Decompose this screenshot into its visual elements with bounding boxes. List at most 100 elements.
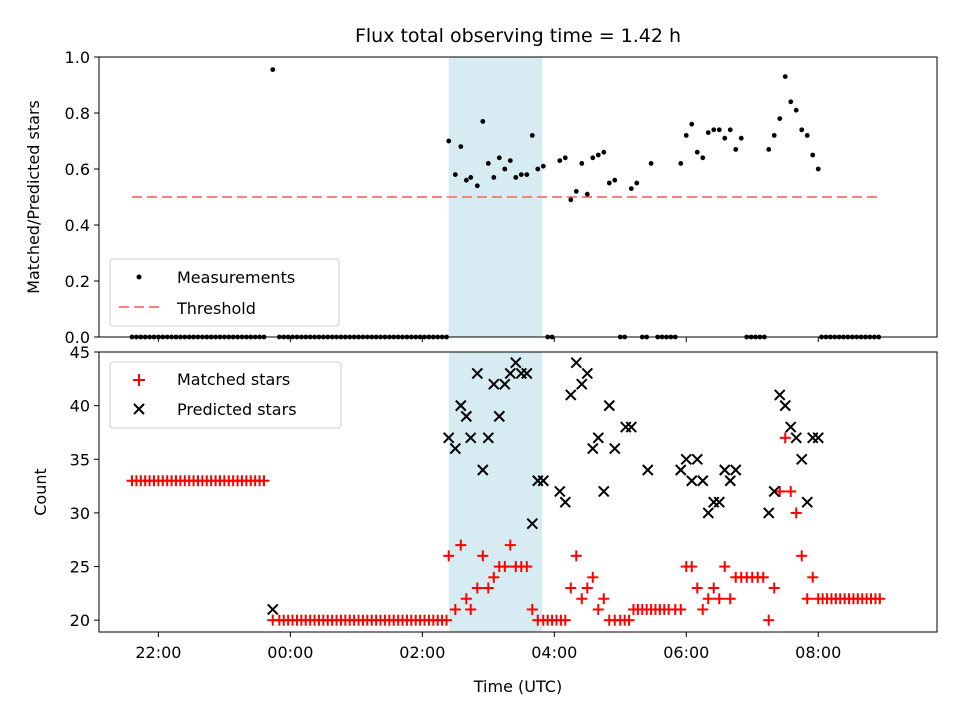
predicted-star-point [768,485,780,498]
bottom-y-tick-label: 35 [70,450,90,469]
matched-star-point [702,593,714,605]
top-y-tick-label: 1.0 [65,48,90,67]
matched-star-point [460,593,472,605]
matched-star-point [504,539,516,551]
top-panel: 0.0 0.2 0.4 0.6 0.8 1.0 Matched/Predicted sta… [24,48,938,347]
predicted-star-point [675,464,687,476]
measurement-point [700,155,706,161]
predicted-star-point [449,442,462,455]
measurement-point [705,130,711,136]
measurement-point [601,149,607,155]
bottom-x-ticks: 22:00 00:00 02:00 04:00 06:00 08:00 [135,632,841,662]
top-legend: Measurements Threshold [109,258,340,327]
matched-star-point [675,603,687,615]
predicted-star-point [477,464,489,476]
predicted-star-point [719,464,731,476]
predicted-star-point [686,475,698,487]
top-legend-label-0: Measurements [177,268,295,287]
matched-star-point [565,582,577,594]
measurement-point [788,99,794,105]
matched-star-point [790,507,802,519]
matched-star-point [691,582,703,594]
matched-star-point [521,561,533,573]
measurement-point [612,177,618,183]
matched-star-point [559,614,571,626]
x-tick-label: 02:00 [399,643,445,662]
predicted-star-point [465,432,477,444]
predicted-star-point [790,432,802,444]
matched-star-point [874,593,886,605]
predicted-star-point [554,485,566,498]
matched-star-point [455,539,467,551]
predicted-star-point [455,399,467,412]
predicted-star-point [713,496,725,508]
measurement-point [468,175,474,180]
bottom-legend-box [109,361,342,429]
predicted-star-point [691,453,703,465]
predicted-star-point [443,432,455,444]
bottom-y-tick-label: 25 [70,558,90,577]
predicted-star-point [559,496,571,508]
matched-star-point [482,582,494,594]
measurement-point [518,172,524,178]
x-axis-label: Time (UTC) [473,677,562,696]
measurement-point [573,189,579,194]
predicted-star-point [812,432,824,444]
measurement-point [535,166,541,172]
bottom-panel: 20 25 30 35 40 45 22:00 00:00 02:00 04:00 06:00 08… [31,343,938,696]
bottom-highlight-span [448,352,543,632]
measurement-point [777,116,783,121]
measurement-points [129,67,882,340]
matched-star-point [774,485,786,497]
matched-star-point [713,593,725,605]
predicted-star-point [779,399,791,412]
predicted-star-point [642,464,654,476]
top-legend-label-1: Threshold [176,299,256,318]
measurement-point [491,175,497,180]
measurement-point [595,152,601,158]
x-tick-label: 22:00 [135,643,181,662]
bottom-y-tick-label: 20 [70,611,90,630]
predicted-star-point [625,421,637,433]
measurement-point [270,67,276,72]
matched-star-point [526,603,538,615]
matched-star-point [768,582,780,594]
measurement-point [634,180,640,186]
top-y-tick-label: 0.2 [65,272,90,291]
measurement-point [628,186,634,192]
predicted-star-point [482,432,495,444]
measurement-point [804,133,810,138]
measurement-point [727,127,733,133]
measurement-point [579,161,585,166]
matched-star-point [779,432,791,444]
predicted-star-point [603,399,615,412]
measurement-point [529,133,535,138]
top-y-tick-label: 0.0 [65,328,90,347]
x-tick-label: 06:00 [663,643,709,662]
measurement-point [474,183,480,189]
measurement-point [584,191,590,197]
predicted-star-point [724,475,736,487]
bottom-axes-frame [98,351,938,633]
measurement-point [716,127,722,133]
measurement-point [648,161,654,166]
measurement-point [458,144,464,150]
measurement-point [683,133,689,138]
x-tick-label: 04:00 [531,643,577,662]
matched-star-point [587,571,599,583]
measurement-point [799,127,805,133]
measurement-point [771,133,777,138]
predicted-star-point [521,367,533,380]
predicted-star-point [267,603,279,616]
matched-star-point [581,582,593,594]
predicted-star-point [504,367,517,380]
matched-star-point [465,603,477,615]
matched-star-point [623,614,635,626]
matched-star-point [763,614,775,626]
x-tick-label: 08:00 [795,643,841,662]
legend-measurement-marker [136,274,142,280]
predicted-star-point [570,357,582,369]
predicted-star-point [565,389,577,401]
matched-star-point [258,475,270,487]
